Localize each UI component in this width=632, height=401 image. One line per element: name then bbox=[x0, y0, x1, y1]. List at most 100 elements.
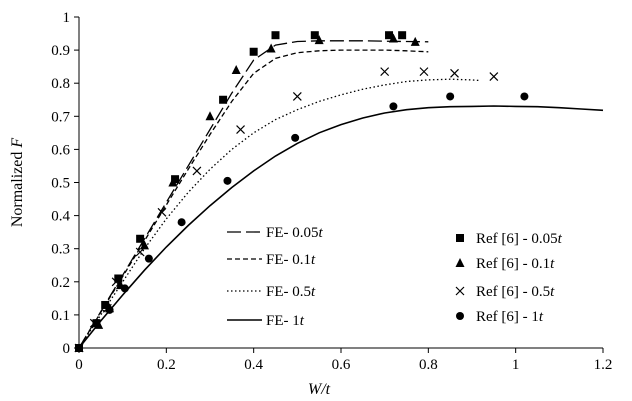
legend-label-prefix: FE- bbox=[266, 252, 292, 268]
legend-label: FE- 1t bbox=[266, 313, 305, 329]
series-line-fe-0-1t bbox=[78, 49, 429, 349]
data-point-ref-6-0-05t bbox=[385, 31, 394, 40]
data-point-ref-6-0-5t bbox=[380, 67, 390, 77]
data-point-ref-6-0-5t bbox=[419, 67, 429, 77]
data-point-ref-6-0-05t bbox=[310, 31, 319, 40]
legend-label: Ref [6] - 0.5t bbox=[476, 284, 555, 300]
legend-label-prefix: FE- bbox=[266, 284, 292, 300]
x-tick-label: 1 bbox=[512, 357, 520, 373]
data-point-ref-6-0-5t bbox=[192, 166, 202, 176]
legend-swatch-marker bbox=[456, 234, 464, 242]
legend-label-prefix: Ref [6] - bbox=[476, 284, 531, 300]
data-point-ref-6-0-1t bbox=[266, 43, 276, 53]
data-point-ref-6-0-05t bbox=[114, 274, 123, 283]
legend-label-prefix: Ref [6] - bbox=[476, 256, 531, 272]
data-point-ref-6-0-5t bbox=[450, 68, 459, 78]
legend-label-unit: t bbox=[319, 225, 324, 241]
data-point-ref-6-0-5t bbox=[157, 207, 167, 217]
y-tick-label: 0.7 bbox=[51, 109, 70, 125]
legend-label-value: 1 bbox=[531, 309, 539, 325]
x-tick-label: 0.6 bbox=[332, 357, 351, 373]
y-tick-label: 0.5 bbox=[51, 176, 70, 192]
x-tick-label: 0 bbox=[75, 357, 83, 373]
x-axis-title: W/t bbox=[308, 381, 331, 398]
data-point-ref-6-0-1t bbox=[205, 111, 215, 121]
data-point-ref-6-0-5t bbox=[489, 72, 499, 82]
legend-label-value: 0.05 bbox=[531, 231, 557, 247]
data-point-ref-6-0-5t bbox=[236, 125, 245, 134]
y-axis-title: Normalized F bbox=[9, 138, 26, 228]
legend-label: FE- 0.1t bbox=[266, 252, 316, 268]
data-point-ref-6-1t bbox=[223, 176, 232, 185]
data-point-ref-6-0-05t bbox=[219, 95, 228, 104]
y-tick-label: 0.4 bbox=[51, 209, 70, 225]
data-point-ref-6-0-1t bbox=[140, 240, 149, 250]
y-tick-label: 0.8 bbox=[51, 76, 70, 92]
legend-label-value: 0.5 bbox=[531, 284, 550, 300]
data-point-ref-6-0-05t bbox=[101, 300, 110, 309]
data-point-ref-6-0-1t bbox=[168, 177, 178, 187]
series-points-ref-6-0-5t bbox=[74, 67, 499, 353]
data-point-ref-6-0-1t bbox=[410, 36, 420, 46]
legend-label-unit: t bbox=[300, 313, 305, 329]
y-axis-title-text: Normalized bbox=[9, 148, 26, 228]
data-point-ref-6-1t bbox=[389, 102, 398, 111]
legend-label-unit: t bbox=[311, 252, 316, 268]
legend-label-prefix: Ref [6] - bbox=[476, 231, 531, 247]
data-point-ref-6-0-1t bbox=[388, 33, 398, 43]
series-line-fe-0-05t bbox=[78, 40, 429, 349]
legend-label-prefix: Ref [6] - bbox=[476, 309, 531, 325]
y-tick-label: 0 bbox=[63, 341, 71, 357]
y-tick-label: 0.9 bbox=[51, 43, 70, 59]
legend-label-value: 0.5 bbox=[292, 284, 311, 300]
legend-label: FE- 0.5t bbox=[266, 284, 316, 300]
series-line-fe-1t bbox=[78, 105, 604, 349]
x-tick-label: 0.4 bbox=[244, 357, 263, 373]
legend-label-unit: t bbox=[550, 284, 555, 300]
y-tick-label: 0.3 bbox=[51, 242, 70, 258]
legend-label-value: 0.1 bbox=[292, 252, 311, 268]
legend-swatch-marker bbox=[456, 312, 464, 320]
data-point-ref-6-0-5t bbox=[111, 277, 121, 287]
data-point-ref-6-1t bbox=[92, 319, 101, 328]
legend-label-prefix: FE- bbox=[266, 225, 292, 241]
y-tick-label: 1 bbox=[63, 10, 71, 26]
axes: 0 0.1 0.2 0.3 0.4 0.5 0.6 0.7 0.8 0.9 1 0 0.2 0.4 0.6 0… bbox=[9, 10, 612, 398]
data-point-ref-6-1t bbox=[291, 133, 300, 142]
legend-label-unit: t bbox=[550, 256, 555, 272]
legend-label-unit: t bbox=[558, 231, 563, 247]
legend-label-unit: t bbox=[539, 309, 544, 325]
data-point-ref-6-0-05t bbox=[398, 31, 407, 40]
legend-label-value: 0.05 bbox=[292, 225, 318, 241]
data-marks bbox=[74, 31, 604, 353]
legend-label: Ref [6] - 0.05t bbox=[476, 231, 563, 247]
legend-label: Ref [6] - 0.1t bbox=[476, 256, 555, 272]
y-axis-title-variable: F bbox=[9, 138, 26, 149]
data-point-ref-6-0-5t bbox=[135, 247, 145, 257]
data-point-ref-6-0-1t bbox=[314, 35, 324, 45]
data-point-ref-6-1t bbox=[144, 254, 153, 263]
data-point-ref-6-1t bbox=[120, 284, 129, 293]
x-tick-label: 0.8 bbox=[419, 357, 438, 373]
data-point-ref-6-1t bbox=[446, 92, 455, 101]
x-tick-label: 1.2 bbox=[594, 357, 613, 373]
legend-label-prefix: FE- bbox=[266, 313, 292, 329]
data-point-ref-6-1t bbox=[177, 218, 186, 227]
legend-swatch-marker bbox=[455, 286, 465, 296]
legend-label-unit: t bbox=[311, 284, 316, 300]
series-points-ref-6-1t bbox=[75, 92, 529, 352]
legend-label: Ref [6] - 1t bbox=[476, 309, 544, 325]
data-point-ref-6-0-1t bbox=[231, 64, 241, 74]
legend-label-value: 1 bbox=[292, 313, 300, 329]
series-line-fe-0-5t bbox=[78, 78, 481, 349]
data-point-ref-6-1t bbox=[520, 92, 529, 101]
y-tick-label: 0.6 bbox=[51, 142, 70, 158]
y-tick-label: 0.1 bbox=[51, 308, 70, 324]
data-point-ref-6-1t bbox=[105, 305, 114, 314]
data-point-ref-6-1t bbox=[75, 344, 83, 352]
legend-label-value: 0.1 bbox=[531, 256, 550, 272]
x-tick-label: 0.2 bbox=[157, 357, 176, 373]
data-point-ref-6-0-5t bbox=[292, 92, 302, 101]
